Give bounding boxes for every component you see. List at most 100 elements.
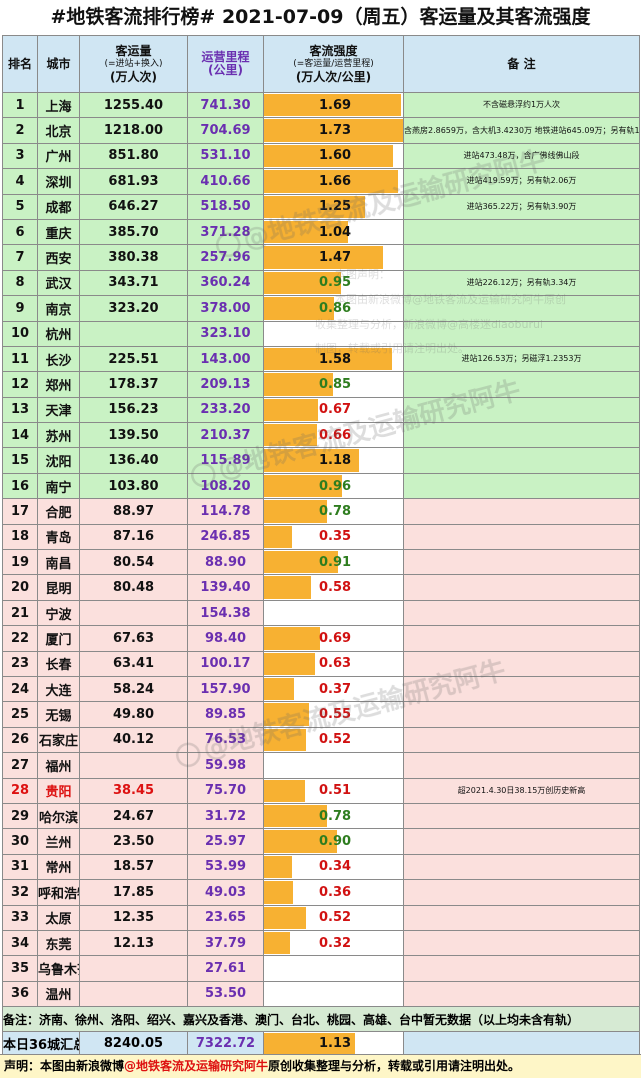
city-cell: 哈尔滨 [37, 802, 80, 830]
city-cell: 长春 [37, 650, 80, 677]
city-cell: 石家庄 [37, 726, 80, 754]
city-cell: 温州 [37, 980, 80, 1008]
note-cell [403, 574, 640, 601]
rank-cell: 14 [2, 422, 38, 449]
table-row: 13 天津 156.23 233.20 0.67 [2, 396, 640, 424]
note-cell: 进站365.22万；另有轨3.90万 [403, 193, 640, 220]
mileage-cell: 233.20 [187, 396, 264, 424]
note-cell: 含燕房2.8659万，含大机3.4230万 地铁进站645.09万；另有轨1.7… [403, 117, 640, 144]
intensity-cell: 0.32 [263, 929, 404, 957]
footer-statement: 声明：本图由新浪微博@地铁客流及运输研究阿牛原创收集整理与分析，转载或引用请注明… [0, 1054, 641, 1078]
city-cell: 沈阳 [37, 447, 80, 474]
volume-cell: 12.13 [79, 929, 188, 957]
intensity-bar [264, 576, 311, 599]
city-cell: 南昌 [37, 549, 80, 576]
intensity-cell: 0.91 [263, 549, 404, 576]
intensity-bar [264, 627, 320, 650]
volume-cell: 156.23 [79, 396, 188, 424]
note-cell [403, 295, 640, 322]
table-row: 25 无锡 49.80 89.85 0.55 [2, 701, 640, 728]
volume-cell: 385.70 [79, 218, 188, 246]
mileage-cell: 31.72 [187, 802, 264, 830]
volume-cell: 103.80 [79, 472, 188, 500]
volume-cell: 58.24 [79, 675, 188, 703]
intensity-bar [264, 551, 338, 574]
header-volume-title: 客运量 [115, 43, 152, 58]
rank-cell: 32 [2, 879, 38, 906]
footer-prefix: 声明：本图由新浪微博 [4, 1059, 125, 1073]
mileage-cell: 25.97 [187, 828, 264, 855]
intensity-bar [264, 804, 327, 828]
table-row: 15 沈阳 136.40 115.89 1.18 [2, 447, 640, 474]
intensity-bar [264, 703, 309, 726]
intensity-value: 0.36 [319, 884, 352, 900]
intensity-cell: 0.63 [263, 650, 404, 677]
note-cell [403, 726, 640, 754]
intensity-cell [263, 980, 404, 1008]
table-row: 35乌鲁木齐 27.61 [2, 955, 640, 982]
volume-cell [79, 752, 188, 779]
note-cell [403, 650, 640, 677]
table-row: 27 福州 59.98 [2, 752, 640, 779]
table-row: 4 深圳 681.93 410.66 1.66 进站419.59万；另有轨2.06万 [2, 168, 640, 195]
table-row: 7 西安 380.38 257.96 1.47 [2, 244, 640, 271]
total-row: 本日36城汇总 8240.05 7322.72 1.13 [2, 1031, 640, 1057]
intensity-value: 0.55 [319, 707, 352, 723]
intensity-value: 0.34 [319, 859, 352, 875]
mileage-cell: 108.20 [187, 472, 264, 500]
intensity-value: 0.52 [319, 910, 352, 926]
mileage-cell: 371.28 [187, 218, 264, 246]
table-row: 3 广州 851.80 531.10 1.60 进站473.48万，含广佛线佛山段 [2, 142, 640, 170]
ranking-table: 排名 城市 客运量 (=进站+换入) (万人次) 运营里程 (公里) 客流强度 … [2, 35, 640, 1057]
intensity-value: 1.69 [319, 97, 352, 113]
table-row: 10 杭州 323.10 [2, 320, 640, 347]
header-volume-sub: (=进站+换入) [104, 58, 163, 69]
header-mileage-unit: (公里) [208, 63, 243, 77]
mileage-cell: 23.65 [187, 904, 264, 931]
intensity-value: 1.58 [319, 351, 352, 367]
table-row: 5 成都 646.27 518.50 1.25 进站365.22万；另有轨3.90万 [2, 193, 640, 220]
table-row: 8 武汉 343.71 360.24 0.95 进站226.12万；另有轨3.34万 [2, 269, 640, 297]
intensity-bar [264, 677, 294, 701]
mileage-cell: 360.24 [187, 269, 264, 297]
note-cell [403, 549, 640, 576]
header-rank: 排名 [2, 35, 38, 93]
city-cell: 上海 [37, 91, 80, 119]
volume-cell: 1218.00 [79, 117, 188, 144]
note-cell [403, 218, 640, 246]
rank-cell: 2 [2, 117, 38, 144]
mileage-cell: 53.99 [187, 853, 264, 881]
intensity-cell: 0.69 [263, 625, 404, 652]
intensity-value: 0.52 [319, 732, 352, 748]
mileage-cell: 157.90 [187, 675, 264, 703]
note-cell [403, 879, 640, 906]
intensity-value: 0.96 [319, 478, 352, 494]
rank-cell: 27 [2, 752, 38, 779]
intensity-cell: 0.66 [263, 422, 404, 449]
rank-cell: 29 [2, 802, 38, 830]
table-row: 26 石家庄 40.12 76.53 0.52 [2, 726, 640, 754]
table-row: 14 苏州 139.50 210.37 0.66 [2, 422, 640, 449]
note-cell [403, 675, 640, 703]
rank-cell: 17 [2, 498, 38, 525]
mileage-cell: 53.50 [187, 980, 264, 1008]
mileage-cell: 75.70 [187, 777, 264, 804]
intensity-cell: 1.69 [263, 91, 404, 119]
intensity-value: 0.32 [319, 935, 352, 951]
city-cell: 成都 [37, 193, 80, 220]
note-cell [403, 396, 640, 424]
intensity-value: 0.66 [319, 427, 352, 443]
city-cell: 乌鲁木齐 [37, 955, 80, 982]
rank-cell: 35 [2, 955, 38, 982]
volume-cell: 80.54 [79, 549, 188, 576]
rank-cell: 24 [2, 675, 38, 703]
intensity-cell: 1.25 [263, 193, 404, 220]
intensity-cell [263, 320, 404, 347]
intensity-value: 0.78 [319, 808, 352, 824]
intensity-value: 0.35 [319, 529, 352, 545]
table-row: 36 温州 53.50 [2, 980, 640, 1008]
mileage-cell: 154.38 [187, 599, 264, 627]
remark-text: 备注：济南、徐州、洛阳、绍兴、嘉兴及香港、澳门、台北、桃园、高雄、台中暂无数据（… [2, 1006, 640, 1033]
city-cell: 武汉 [37, 269, 80, 297]
